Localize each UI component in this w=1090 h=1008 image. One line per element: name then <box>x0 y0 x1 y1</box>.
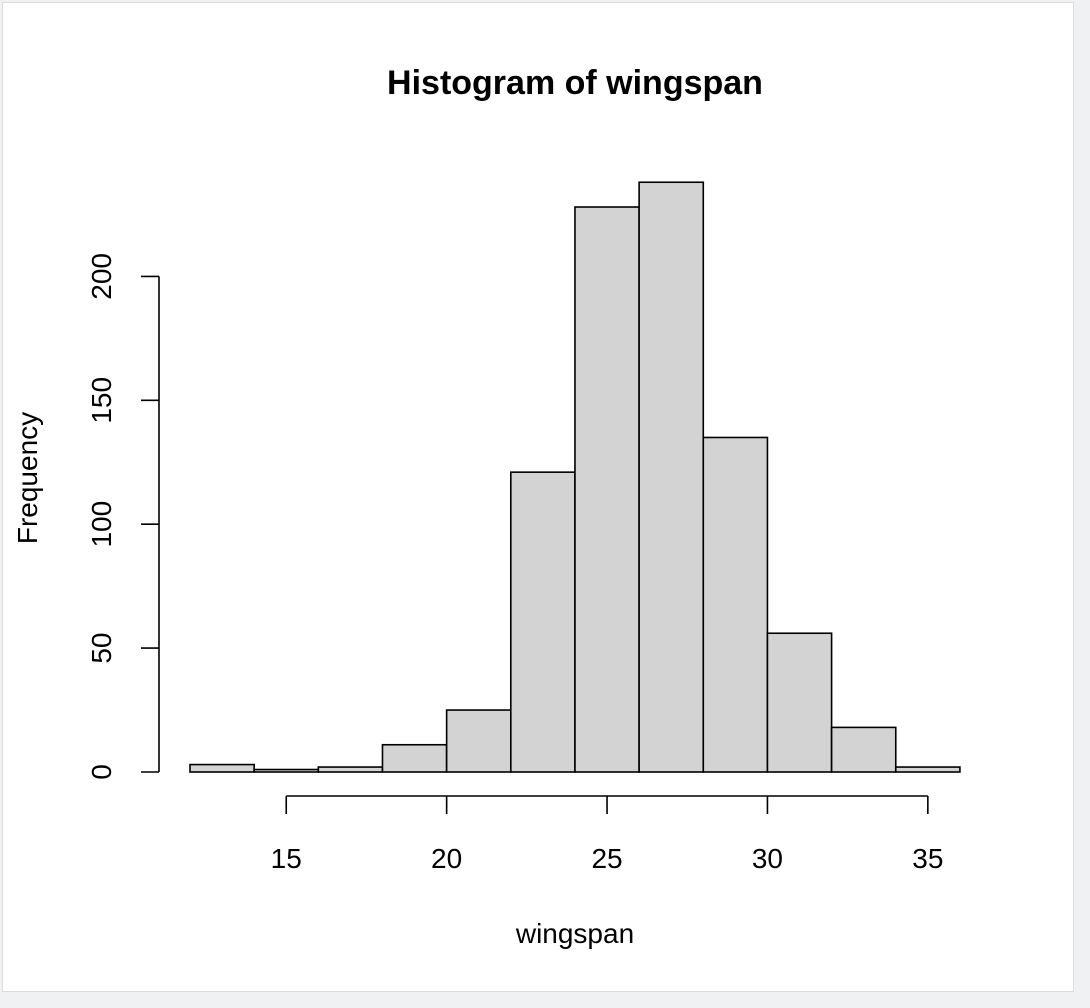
histogram-bar-0 <box>189 763 255 773</box>
histogram-bar-3 <box>381 743 448 773</box>
y-tick-label: 0 <box>86 764 117 780</box>
y-tick-label: 150 <box>86 377 117 424</box>
histogram-bar-4 <box>445 709 512 773</box>
histogram-bar-6 <box>574 206 640 773</box>
x-tick-label: 25 <box>591 843 622 874</box>
bars-group <box>189 181 961 773</box>
histogram-bar-11 <box>894 766 961 773</box>
y-tick-label: 100 <box>86 501 117 548</box>
x-tick-label: 15 <box>271 843 302 874</box>
histogram-bar-9 <box>766 632 833 773</box>
y-tick-label: 200 <box>86 253 117 300</box>
histogram-bar-1 <box>253 768 320 773</box>
histogram-bar-5 <box>509 471 576 773</box>
x-tick-label: 35 <box>912 843 943 874</box>
histogram-bar-7 <box>638 181 705 773</box>
histogram-bar-2 <box>317 766 384 773</box>
x-tick-label: 20 <box>431 843 462 874</box>
x-axis: 15 20 25 30 35 <box>271 795 943 874</box>
x-axis-label: wingspan <box>515 918 634 949</box>
histogram-bar-10 <box>830 726 897 773</box>
x-tick-label: 30 <box>752 843 783 874</box>
y-axis: 0 50 100 150 200 <box>86 253 160 780</box>
y-tick-label: 50 <box>86 633 117 664</box>
y-axis-label: Frequency <box>12 412 43 544</box>
chart-title: Histogram of wingspan <box>387 64 763 102</box>
histogram-bar-8 <box>702 436 769 773</box>
